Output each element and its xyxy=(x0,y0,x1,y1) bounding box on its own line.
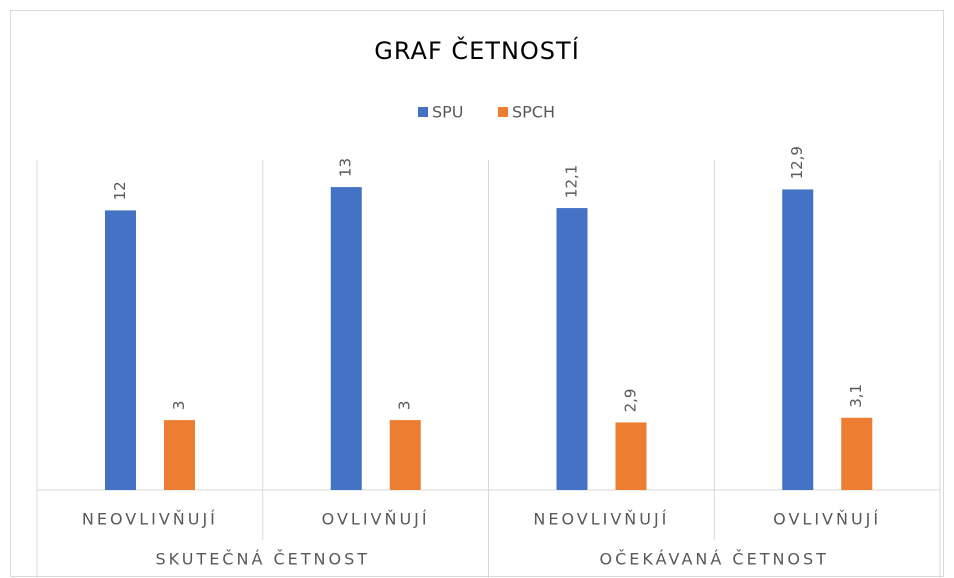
bar xyxy=(782,189,814,490)
bar xyxy=(841,417,873,490)
group-label: OČEKÁVANÁ ČETNOST xyxy=(600,550,829,569)
data-label: 12 xyxy=(111,181,129,200)
data-label: 3,1 xyxy=(847,384,865,408)
data-label: 13 xyxy=(337,158,355,177)
data-label: 3 xyxy=(170,401,188,411)
legend-label: SPU xyxy=(432,103,464,122)
bar xyxy=(615,422,647,490)
legend-swatch xyxy=(498,107,508,117)
x-tick-label: OVLIVŇUJÍ xyxy=(773,510,881,529)
bar xyxy=(164,420,195,490)
x-tick-label: NEOVLIVŇUJÍ xyxy=(533,510,669,529)
legend-label: SPCH xyxy=(512,103,555,122)
data-label: 12,1 xyxy=(563,165,581,198)
x-tick-label: NEOVLIVŇUJÍ xyxy=(82,510,218,529)
bar xyxy=(105,210,136,490)
bar xyxy=(556,208,588,490)
legend-swatch xyxy=(418,107,428,117)
data-label: 2,9 xyxy=(622,389,640,413)
bar xyxy=(330,187,362,490)
bar xyxy=(389,420,421,490)
x-tick-label: OVLIVŇUJÍ xyxy=(322,510,430,529)
chart-title: GRAF ČETNOSTÍ xyxy=(374,35,580,65)
data-label: 12,9 xyxy=(788,146,806,179)
group-label: SKUTEČNÁ ČETNOST xyxy=(155,550,370,569)
data-label: 3 xyxy=(396,401,414,411)
